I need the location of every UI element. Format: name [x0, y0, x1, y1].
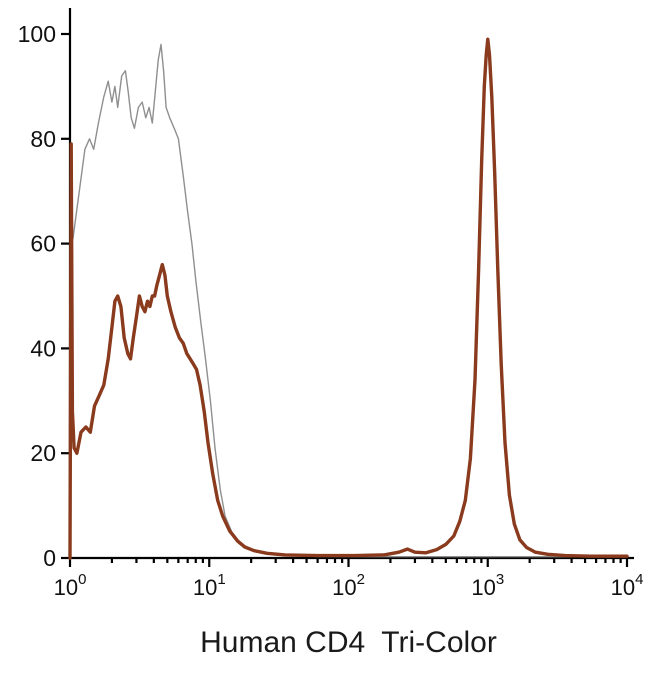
x-tick-label: 101	[193, 571, 226, 600]
x-axis-label: Human CD4 Tri-Color	[200, 626, 497, 659]
x-tick-label: 102	[332, 571, 365, 600]
y-tick-label: 100	[18, 21, 56, 47]
y-tick-label: 80	[30, 126, 56, 152]
x-tick-label: 100	[54, 571, 87, 600]
x-tick-label: 104	[611, 571, 644, 600]
y-tick-label: 60	[30, 231, 56, 257]
axes	[61, 8, 634, 567]
y-tick-label: 40	[30, 335, 56, 361]
series-cd4-tri-color-stained	[68, 37, 629, 560]
axis-tick-labels: 0 20 40 60 80 100 100 101 102 103 104	[18, 21, 644, 600]
y-tick-label: 0	[43, 545, 56, 571]
y-tick-label: 20	[30, 440, 56, 466]
x-tick-label: 103	[471, 571, 504, 600]
series-unstained-control	[69, 43, 628, 559]
